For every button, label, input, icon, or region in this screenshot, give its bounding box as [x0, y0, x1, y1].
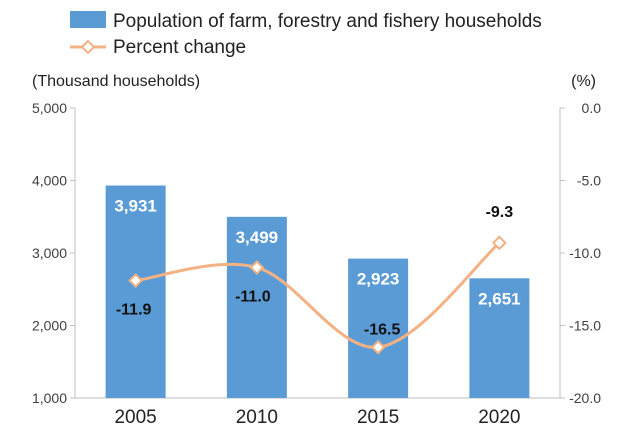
- percent-value-label: -16.5: [364, 321, 401, 338]
- y-right-tick-label: -10.0: [569, 245, 601, 261]
- percent-change-line: [135, 241, 501, 349]
- x-tick-label: 2010: [236, 407, 278, 428]
- percent-marker-2005: [128, 273, 144, 288]
- percent-marker-2015: [370, 339, 386, 355]
- y-left-tick-label: 5,000: [32, 100, 67, 116]
- bar-value-label: 2,651: [478, 289, 521, 308]
- y-left-tick-label: 3,000: [32, 245, 67, 261]
- bar-value-label: 3,931: [114, 197, 157, 216]
- percent-marker-2010: [249, 260, 265, 275]
- y-right-tick-label: -15.0: [569, 318, 601, 334]
- legend-bar-label: Population of farm, forestry and fishery…: [113, 11, 542, 32]
- legend-line-label: Percent change: [113, 37, 246, 58]
- percent-value-label: -11.0: [235, 289, 271, 306]
- legend-bar-swatch: [70, 11, 106, 28]
- x-tick-label: 2005: [114, 407, 156, 428]
- bar-value-label: 2,923: [357, 270, 400, 289]
- y-right-tick-label: 0.0: [582, 100, 602, 116]
- y-right-axis-title: (%): [571, 73, 596, 90]
- bar-2005: [105, 185, 166, 398]
- bar-value-label: 3,499: [236, 228, 279, 247]
- y-left-tick-label: 4,000: [32, 173, 67, 189]
- percent-value-label: -11.9: [116, 302, 152, 319]
- y-right-tick-label: -20.0: [569, 390, 601, 406]
- y-left-tick-label: 1,000: [32, 390, 67, 406]
- bar-2020: [469, 278, 530, 398]
- bar-2010: [226, 216, 287, 398]
- x-tick-label: 2020: [478, 407, 520, 428]
- legend-line-marker-icon: [80, 39, 96, 55]
- bar-2015: [348, 258, 409, 398]
- percent-value-label: -9.3: [486, 204, 514, 221]
- percent-marker-2020: [491, 235, 507, 251]
- y-left-tick-label: 2,000: [32, 318, 67, 334]
- y-right-tick-label: -5.0: [577, 173, 601, 189]
- x-tick-label: 2015: [357, 407, 399, 428]
- y-left-axis-title: (Thousand households): [32, 73, 200, 90]
